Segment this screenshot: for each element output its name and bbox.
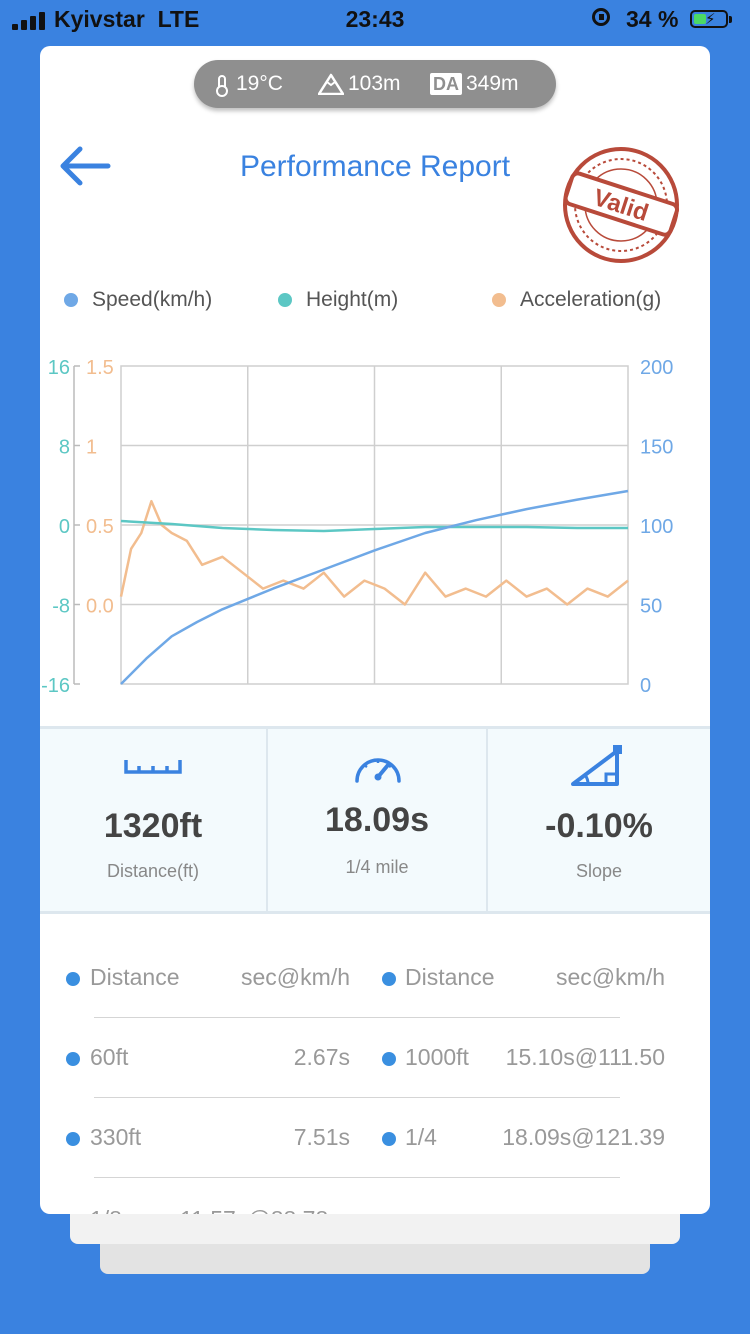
temperature-readout: 19°C <box>216 72 283 97</box>
height-tick-label: 0 <box>59 516 70 538</box>
quarter-mile-stat: 18.09s 1/4 mile <box>268 729 486 911</box>
legend-height-dot <box>278 293 292 307</box>
slope-value: -0.10% <box>545 807 653 845</box>
legend-height: Height(m) <box>278 288 398 312</box>
page-title: Performance Report <box>239 150 511 183</box>
ruler-icon <box>124 760 182 774</box>
legend-acceleration-label: Acceleration(g) <box>520 288 662 311</box>
temperature-value: 19°C <box>236 72 283 95</box>
back-arrow-icon[interactable] <box>58 144 112 188</box>
legend-speed-dot <box>64 293 78 307</box>
valid-stamp-icon: Valid <box>563 147 680 263</box>
series-line-height-m <box>120 519 628 533</box>
signal-icon <box>12 10 45 30</box>
slope-label: Slope <box>575 861 623 881</box>
table-row: 60ft 2.67s 1000ft 15.10s@111.50 <box>40 1044 710 1084</box>
acceleration-tick-label: 1.5 <box>86 357 114 379</box>
split-distance: 1/8 <box>90 1206 122 1214</box>
table-row-partial: 1/8 11.57s@88.78 <box>40 1206 710 1214</box>
mountain-icon <box>318 73 344 95</box>
height-tick-label: -8 <box>52 596 70 618</box>
series-line-speed-km-h <box>120 489 629 685</box>
split-result: 2.67s <box>293 1044 350 1070</box>
legend-acceleration: Acceleration(g) <box>492 288 661 312</box>
density-altitude-readout: DA 349m <box>430 72 519 96</box>
table-row: 330ft 7.51s 1/4 18.09s@121.39 <box>40 1124 710 1164</box>
table-header-row: Distance sec@km/h Distance sec@km/h <box>40 964 710 1004</box>
quarter-mile-value: 18.09s <box>325 801 429 839</box>
conditions-pill: 19°C 103m DA 349m <box>194 60 556 108</box>
acceleration-tick-label: 1 <box>86 437 97 459</box>
distance-stat: 1320ft Distance(ft) <box>40 729 266 911</box>
height-tick-label: 8 <box>59 437 70 459</box>
split-result: 7.51s <box>293 1124 350 1150</box>
height-tick-label: 16 <box>48 357 70 379</box>
da-badge: DA <box>430 73 462 95</box>
speed-tick-label: 0 <box>640 675 651 696</box>
split-distance: 1000ft <box>405 1044 469 1070</box>
series-line-acceleration-g <box>119 499 629 606</box>
clock: 23:43 <box>345 6 405 32</box>
status-bar: Kyivstar LTE 23:43 34 % ⚡ <box>0 0 750 40</box>
speed-tick-label: 100 <box>640 516 673 538</box>
split-result: 18.09s@121.39 <box>502 1124 665 1150</box>
distance-value: 1320ft <box>103 807 203 845</box>
acceleration-tick-label: 0.5 <box>86 516 114 538</box>
report-card: 19°C 103m DA 349m Performance Report Val… <box>40 46 710 1214</box>
legend-speed-label: Speed(km/h) <box>92 288 213 311</box>
split-distance: 1/4 <box>405 1124 437 1150</box>
legend-acceleration-dot <box>492 293 506 307</box>
acceleration-tick-label: 0.0 <box>86 596 114 618</box>
battery-percent: 34 % <box>626 6 679 32</box>
height-tick-label: -16 <box>41 675 70 696</box>
speed-tick-label: 200 <box>640 357 673 379</box>
distance-label: Distance(ft) <box>106 861 200 881</box>
summary-panel: 1320ft Distance(ft) 18.09s 1/4 mile -0.1… <box>40 726 710 914</box>
split-result: 11.57s@88.78 <box>180 1206 328 1214</box>
header-distance-right: Distance <box>405 964 495 990</box>
split-distance: 330ft <box>90 1124 142 1150</box>
legend-speed: Speed(km/h) <box>64 288 212 312</box>
density-altitude-value: 349m <box>466 72 519 95</box>
slope-stat: -0.10% Slope <box>488 729 710 911</box>
carrier-label: Kyivstar LTE <box>54 6 200 32</box>
performance-chart: 16 8 0 -8 -16 1.5 1 0.5 0.0 200 150 100 50 0 <box>41 357 673 696</box>
legend-height-label: Height(m) <box>306 288 399 311</box>
speedometer-icon <box>355 758 401 783</box>
split-distance: 60ft <box>90 1044 129 1070</box>
header-distance-left: Distance <box>90 964 180 990</box>
thermometer-icon <box>216 75 228 97</box>
speed-tick-label: 50 <box>640 596 662 618</box>
header-unit-right: sec@km/h <box>556 964 665 990</box>
quarter-mile-label: 1/4 mile <box>345 857 409 877</box>
header-unit-left: sec@km/h <box>241 964 350 990</box>
altitude-readout: 103m <box>318 72 401 96</box>
stacked-card-back <box>100 1242 650 1274</box>
slope-icon <box>571 745 622 786</box>
split-result: 15.10s@111.50 <box>505 1044 665 1070</box>
battery-icon: ⚡ <box>690 10 732 28</box>
speed-tick-label: 150 <box>640 437 673 459</box>
orientation-lock-icon <box>592 8 610 26</box>
altitude-value: 103m <box>348 72 401 95</box>
stacked-card-middle <box>70 1210 680 1244</box>
